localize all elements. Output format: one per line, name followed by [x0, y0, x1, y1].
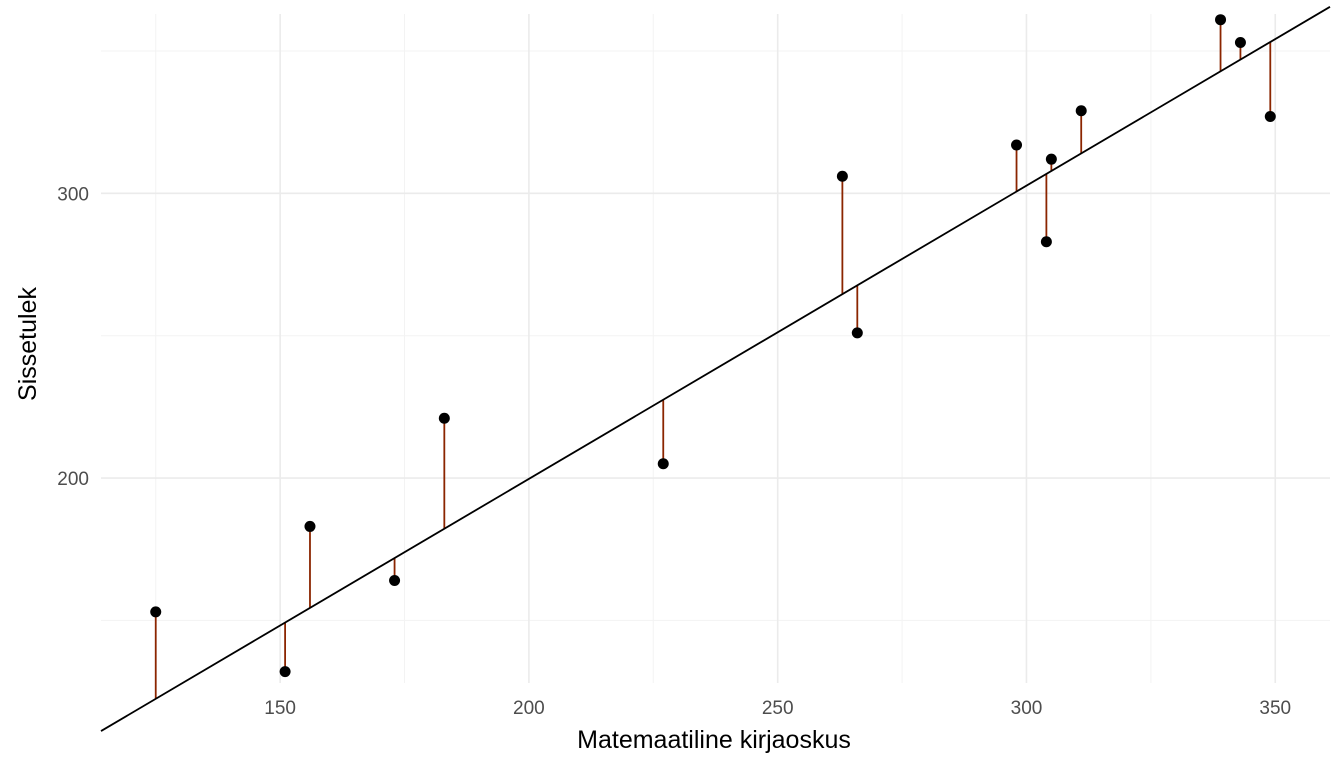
x-tick-label: 350	[1259, 698, 1291, 719]
x-tick-label: 300	[1011, 698, 1043, 719]
data-point	[1040, 236, 1052, 248]
x-axis-tick-labels: 150 200 250 300 350	[264, 698, 1291, 719]
residual-segments	[154, 19, 1272, 699]
data-point	[1075, 105, 1087, 117]
data-point	[389, 575, 401, 587]
minor-gridlines	[101, 14, 1330, 683]
x-axis-title: Matemaatiline kirjaoskus	[577, 726, 851, 754]
data-point	[150, 606, 162, 618]
data-points	[150, 14, 1276, 678]
x-tick-label: 150	[264, 698, 296, 719]
data-point	[304, 520, 316, 532]
y-axis-title: Sissetulek	[14, 287, 42, 401]
data-point	[1011, 139, 1023, 151]
major-gridlines	[101, 14, 1330, 683]
data-point	[1264, 110, 1276, 122]
y-tick-label: 200	[57, 469, 89, 490]
regression-line	[100, 6, 1331, 732]
data-point	[836, 170, 848, 182]
data-point	[1234, 36, 1246, 48]
data-point	[438, 412, 450, 424]
y-axis-tick-labels: 200 300	[57, 184, 89, 490]
y-tick-label: 300	[57, 184, 89, 205]
data-point	[279, 666, 291, 678]
data-point	[1045, 153, 1057, 165]
x-tick-label: 250	[762, 698, 794, 719]
data-point	[1215, 14, 1227, 26]
regression-line-group	[100, 6, 1331, 732]
x-tick-label: 200	[513, 698, 545, 719]
data-point	[851, 327, 863, 339]
data-point	[657, 458, 669, 470]
